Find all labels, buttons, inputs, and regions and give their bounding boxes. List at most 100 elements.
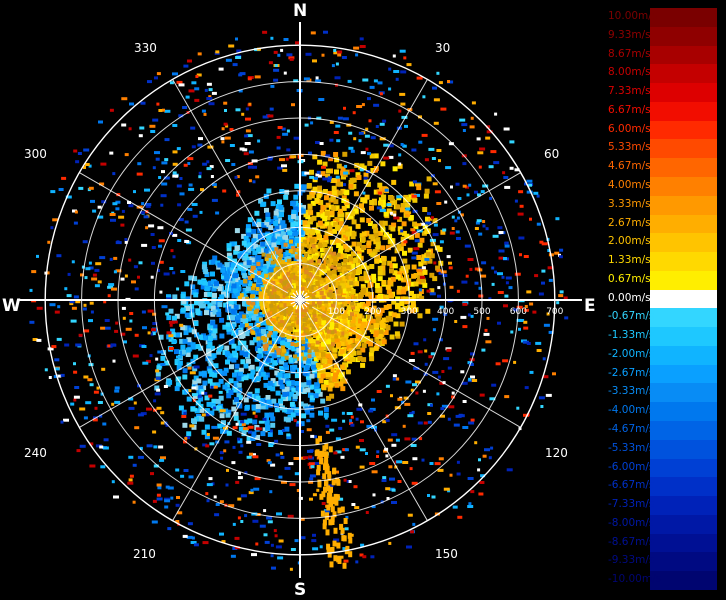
echo-cell xyxy=(336,262,341,267)
echo-cell xyxy=(211,398,217,404)
echo-cell xyxy=(124,238,128,241)
echo-cell xyxy=(129,474,134,478)
echo-cell xyxy=(237,395,243,401)
echo-cell xyxy=(558,294,564,298)
echo-cell xyxy=(286,337,292,343)
echo-cell xyxy=(321,53,325,57)
echo-cell xyxy=(186,337,192,343)
echo-cell xyxy=(265,325,271,331)
echo-cell xyxy=(197,394,202,398)
echo-cell xyxy=(259,312,265,317)
echo-cell xyxy=(345,515,349,519)
echo-cell xyxy=(51,345,57,349)
echo-cell xyxy=(425,308,431,314)
echo-cell xyxy=(210,320,216,326)
echo-cell xyxy=(259,524,266,528)
echo-cell xyxy=(357,294,363,299)
echo-cell xyxy=(271,281,276,285)
echo-cell xyxy=(230,554,236,558)
echo-cell xyxy=(334,338,340,344)
echo-cell xyxy=(343,559,349,563)
echo-cell xyxy=(273,220,279,226)
echo-cell xyxy=(243,352,249,357)
echo-cell xyxy=(73,362,76,366)
echo-cell xyxy=(288,56,295,60)
echo-cell xyxy=(347,339,353,345)
echo-cell xyxy=(77,152,82,155)
echo-cell xyxy=(97,205,102,209)
echo-cell xyxy=(287,514,294,518)
echo-cell xyxy=(215,382,221,388)
echo-cell xyxy=(384,188,389,192)
echo-cell xyxy=(75,343,82,347)
echo-cell xyxy=(467,258,474,261)
echo-cell xyxy=(292,305,298,311)
echo-cell xyxy=(274,247,279,252)
echo-cell xyxy=(132,500,136,504)
echo-cell xyxy=(314,351,319,356)
echo-cell xyxy=(313,393,319,399)
echo-cell xyxy=(182,106,188,109)
echo-cell xyxy=(342,275,348,281)
echo-cell xyxy=(255,255,261,261)
echo-cell xyxy=(346,412,353,415)
echo-cell xyxy=(355,560,359,564)
echo-cell xyxy=(268,330,273,335)
echo-cell xyxy=(373,189,379,195)
echo-cell xyxy=(56,254,62,258)
echo-cell xyxy=(317,368,323,374)
echo-cell xyxy=(234,175,238,179)
echo-cell xyxy=(497,272,503,276)
echo-cell xyxy=(359,37,364,41)
echo-cell xyxy=(447,489,451,493)
echo-cell xyxy=(167,486,174,490)
echo-cell xyxy=(222,384,228,390)
echo-cell xyxy=(283,242,288,247)
echo-cell xyxy=(280,239,286,245)
echo-cell xyxy=(409,234,415,240)
echo-cell xyxy=(232,241,238,247)
echo-cell xyxy=(477,151,484,155)
echo-cell xyxy=(451,391,455,395)
echo-cell xyxy=(350,323,355,328)
echo-cell xyxy=(337,300,343,306)
echo-cell xyxy=(310,249,315,254)
echo-cell xyxy=(443,487,450,491)
echo-cell xyxy=(385,284,391,290)
echo-cell xyxy=(547,266,554,270)
echo-cell xyxy=(218,378,224,384)
echo-cell xyxy=(319,270,325,276)
echo-cell xyxy=(300,287,305,292)
echo-cell xyxy=(306,285,311,290)
echo-cell xyxy=(287,331,291,336)
echo-cell xyxy=(281,127,286,131)
echo-cell xyxy=(141,310,146,314)
echo-cell xyxy=(155,369,160,373)
echo-cell xyxy=(110,218,116,222)
echo-cell xyxy=(271,236,277,242)
echo-cell xyxy=(206,344,212,350)
echo-cell xyxy=(187,207,193,211)
echo-cell xyxy=(366,320,371,326)
echo-cell xyxy=(309,497,313,501)
echo-cell xyxy=(342,172,348,178)
echo-cell xyxy=(406,545,412,549)
echo-cell xyxy=(210,306,216,311)
echo-cell xyxy=(424,362,428,366)
echo-cell xyxy=(129,102,134,106)
echo-cell xyxy=(220,428,226,434)
echo-cell xyxy=(276,135,281,139)
echo-cell xyxy=(175,382,181,388)
echo-cell xyxy=(338,248,344,254)
echo-cell xyxy=(349,177,355,183)
echo-cell xyxy=(251,265,256,270)
echo-cell xyxy=(313,244,319,250)
echo-cell xyxy=(294,238,300,244)
echo-cell xyxy=(218,395,224,401)
echo-cell xyxy=(270,348,275,353)
echo-cell xyxy=(416,76,423,80)
echo-cell xyxy=(215,503,220,506)
echo-cell xyxy=(333,451,338,455)
echo-cell xyxy=(279,311,284,316)
echo-cell xyxy=(175,468,180,472)
